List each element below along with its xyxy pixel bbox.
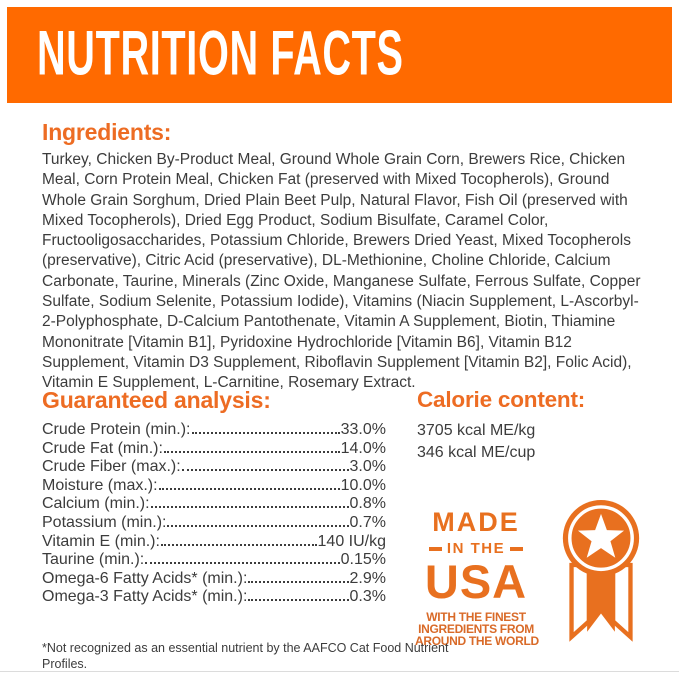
calorie-content-lines: 3705 kcal ME/kg 346 kcal ME/cup xyxy=(417,420,535,464)
dot-leader xyxy=(167,524,349,527)
badge-in-the-label: IN THE xyxy=(446,540,506,557)
ingredients-text: Turkey, Chicken By-Product Meal, Ground … xyxy=(42,151,641,392)
page-title: NUTRITION FACTS xyxy=(37,18,404,89)
made-in-usa-text: MADE IN THE USA WITH THE FINEST INGREDIE… xyxy=(415,498,539,648)
badge-word-made: MADE xyxy=(432,507,520,537)
right-dash xyxy=(510,546,524,551)
footnote: *Not recognized as an essential nutrient… xyxy=(42,641,449,671)
analysis-row-value: 0.7% xyxy=(349,513,386,531)
ingredients-heading: Ingredients: xyxy=(42,119,172,145)
analysis-row-label: Moisture (max.): xyxy=(42,476,158,494)
analysis-row: Taurine (min.): 0.15% xyxy=(42,551,386,570)
analysis-row-label: Omega-3 Fatty Acids* (min.): xyxy=(42,588,248,606)
analysis-row: Omega-6 Fatty Acids* (min.): 2.9% xyxy=(42,570,386,589)
analysis-row: Calcium (min.): 0.8% xyxy=(42,495,386,514)
analysis-row: Moisture (max.): 10.0% xyxy=(42,477,386,496)
analysis-row-value: 33.0% xyxy=(340,421,386,438)
calorie-content-heading: Calorie content: xyxy=(417,387,586,412)
analysis-row-value: 14.0% xyxy=(340,439,386,457)
analysis-row-label: Vitamin E (min.): xyxy=(42,532,160,550)
dot-leader xyxy=(160,543,317,546)
analysis-row: Omega-3 Fatty Acids* (min.): 0.3% xyxy=(42,588,386,607)
analysis-row-value: 0.3% xyxy=(349,588,386,606)
header-bar: NUTRITION FACTS xyxy=(7,7,672,103)
badge-tagline-line: AROUND THE WORLD xyxy=(415,633,539,648)
dot-leader xyxy=(163,450,340,453)
dot-leader xyxy=(158,487,340,490)
badge-tagline-line: WITH THE FINEST xyxy=(426,610,526,624)
analysis-row-value: 10.0% xyxy=(340,476,386,494)
analysis-row-value: 3.0% xyxy=(349,458,386,476)
analysis-row: Vitamin E (min.): 140 IU/kg xyxy=(42,533,386,552)
dot-leader xyxy=(145,562,340,565)
label-bottom-edge xyxy=(0,671,679,672)
dot-leader xyxy=(248,580,349,583)
calorie-per-cup: 346 kcal ME/cup xyxy=(417,444,536,461)
made-in-usa-badge: MADE IN THE USA WITH THE FINEST INGREDIE… xyxy=(415,498,667,648)
analysis-row-value: 2.9% xyxy=(349,569,386,587)
analysis-row-label: Crude Protein (min.): xyxy=(42,421,191,438)
analysis-row-label: Omega-6 Fatty Acids* (min.): xyxy=(42,569,248,587)
star-medal-ribbon-icon xyxy=(549,500,653,648)
badge-tagline: WITH THE FINEST INGREDIENTS FROM AROUND … xyxy=(415,610,539,648)
dot-leader xyxy=(191,432,340,434)
dot-leader xyxy=(150,506,349,509)
analysis-row-label: Crude Fiber (max.): xyxy=(42,458,181,476)
analysis-row-label: Potassium (min.): xyxy=(42,513,167,531)
analysis-row: Crude Fat (min.): 14.0% xyxy=(42,440,386,459)
badge-tagline-line: INGREDIENTS FROM xyxy=(418,621,534,636)
dot-leader xyxy=(248,599,349,602)
badge-word-in-the: IN THE xyxy=(415,541,537,556)
analysis-row: Crude Protein (min.): 33.0% xyxy=(42,421,386,440)
analysis-row-value: 0.15% xyxy=(340,551,386,569)
calorie-per-kg: 3705 kcal ME/kg xyxy=(417,422,536,439)
dot-leader xyxy=(181,469,349,472)
left-dash xyxy=(428,546,442,551)
guaranteed-analysis-heading: Guaranteed analysis: xyxy=(42,387,271,413)
analysis-row: Potassium (min.): 0.7% xyxy=(42,514,386,533)
analysis-row-value: 0.8% xyxy=(349,495,386,513)
analysis-row-label: Crude Fat (min.): xyxy=(42,439,163,457)
badge-word-usa: USA xyxy=(424,555,528,608)
analysis-row: Crude Fiber (max.): 3.0% xyxy=(42,458,386,477)
analysis-row-label: Calcium (min.): xyxy=(42,495,150,513)
analysis-row-value: 140 IU/kg xyxy=(317,532,386,550)
analysis-row-label: Taurine (min.): xyxy=(42,551,145,569)
guaranteed-analysis-table: Crude Protein (min.): 33.0% Crude Fat (m… xyxy=(42,421,386,607)
